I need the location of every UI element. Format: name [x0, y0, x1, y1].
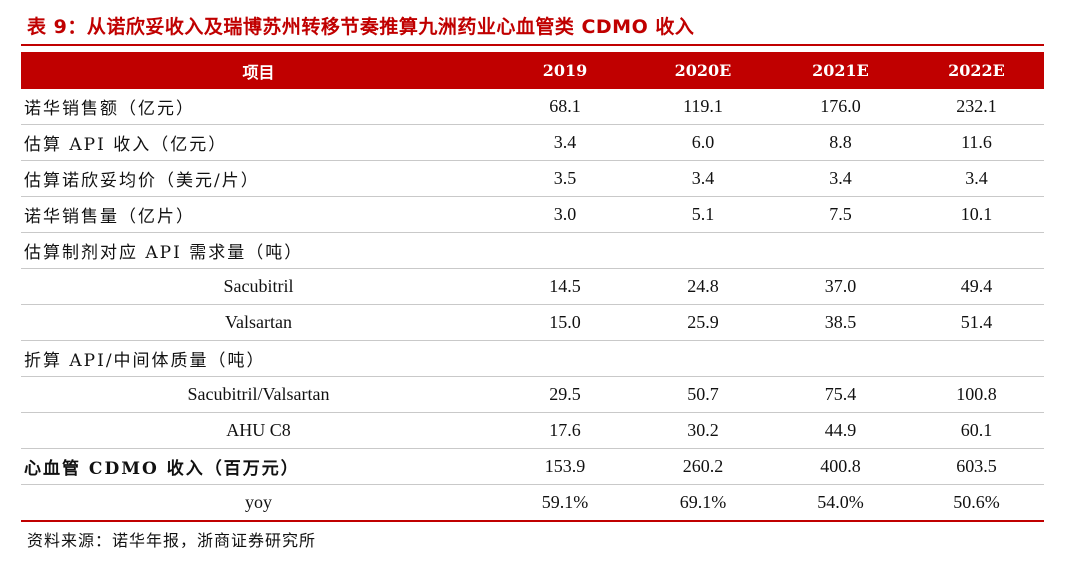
cell: 7.5 — [772, 196, 909, 233]
data-table: 项目 2019 2020E 2021E 2022E 诺华销售额（亿元） 68.1… — [21, 52, 1044, 522]
row-label: 估算制剂对应 API 需求量（吨） — [21, 232, 496, 269]
header-2021e: 2021E — [772, 52, 909, 89]
table-row: Sacubitril/Valsartan 29.5 50.7 75.4 100.… — [21, 376, 1044, 413]
table-row: AHU C8 17.6 30.2 44.9 60.1 — [21, 412, 1044, 449]
cell: 44.9 — [772, 412, 909, 449]
cell: 17.6 — [496, 412, 634, 449]
cell: 3.4 — [496, 124, 634, 161]
row-label: 诺华销售额（亿元） — [21, 89, 496, 125]
cell: 6.0 — [634, 124, 772, 161]
row-label: 估算 API 收入（亿元） — [21, 124, 496, 161]
cell: 60.1 — [909, 412, 1044, 449]
cell: 25.9 — [634, 304, 772, 341]
cell: 30.2 — [634, 412, 772, 449]
cell: 49.4 — [909, 268, 1044, 305]
row-label: Valsartan — [21, 304, 496, 341]
header-2020e: 2020E — [634, 52, 772, 89]
row-label: 折算 API/中间体质量（吨） — [21, 340, 496, 377]
table-header-row: 项目 2019 2020E 2021E 2022E — [21, 52, 1044, 89]
cell: 260.2 — [634, 448, 772, 485]
cell: 3.4 — [909, 160, 1044, 197]
cell — [772, 340, 909, 377]
cell: 75.4 — [772, 376, 909, 413]
cell — [634, 232, 772, 269]
row-label: Sacubitril/Valsartan — [21, 376, 496, 413]
cell: 3.5 — [496, 160, 634, 197]
cell: 50.6% — [909, 484, 1044, 522]
cell — [772, 232, 909, 269]
cell — [909, 340, 1044, 377]
cell: 10.1 — [909, 196, 1044, 233]
table-row: 估算制剂对应 API 需求量（吨） — [21, 232, 1044, 269]
table-row: Valsartan 15.0 25.9 38.5 51.4 — [21, 304, 1044, 341]
cell: 100.8 — [909, 376, 1044, 413]
cell: 15.0 — [496, 304, 634, 341]
cell: 603.5 — [909, 448, 1044, 485]
cell: 54.0% — [772, 484, 909, 522]
cell: 37.0 — [772, 268, 909, 305]
header-2022e: 2022E — [909, 52, 1044, 89]
table-row: 诺华销售额（亿元） 68.1 119.1 176.0 232.1 — [21, 89, 1044, 125]
cell — [496, 340, 634, 377]
cell: 24.8 — [634, 268, 772, 305]
cell: 29.5 — [496, 376, 634, 413]
header-2019: 2019 — [496, 52, 634, 89]
cell: 153.9 — [496, 448, 634, 485]
cell: 5.1 — [634, 196, 772, 233]
cell — [496, 232, 634, 269]
table-row: 诺华销售量（亿片） 3.0 5.1 7.5 10.1 — [21, 196, 1044, 233]
table-title: 表 9：从诺欣妥收入及瑞博苏州转移节奏推算九洲药业心血管类 CDMO 收入 — [27, 16, 695, 38]
cell: 3.4 — [634, 160, 772, 197]
row-label: AHU C8 — [21, 412, 496, 449]
cell: 50.7 — [634, 376, 772, 413]
cell: 51.4 — [909, 304, 1044, 341]
cell — [634, 340, 772, 377]
source-note: 资料来源：诺华年报，浙商证券研究所 — [27, 531, 317, 550]
cell: 8.8 — [772, 124, 909, 161]
row-label: yoy — [21, 484, 496, 522]
title-divider — [21, 44, 1044, 46]
table-row: yoy 59.1% 69.1% 54.0% 50.6% — [21, 484, 1044, 522]
cell: 232.1 — [909, 89, 1044, 125]
row-label: Sacubitril — [21, 268, 496, 305]
cell: 400.8 — [772, 448, 909, 485]
table-row: 心血管 CDMO 收入（百万元） 153.9 260.2 400.8 603.5 — [21, 448, 1044, 485]
cell: 38.5 — [772, 304, 909, 341]
row-label: 诺华销售量（亿片） — [21, 196, 496, 233]
row-label: 估算诺欣妥均价（美元/片） — [21, 160, 496, 197]
cell: 119.1 — [634, 89, 772, 125]
table-row: 折算 API/中间体质量（吨） — [21, 340, 1044, 377]
cell: 59.1% — [496, 484, 634, 522]
table-row: 估算 API 收入（亿元） 3.4 6.0 8.8 11.6 — [21, 124, 1044, 161]
header-item: 项目 — [21, 52, 496, 89]
cell: 68.1 — [496, 89, 634, 125]
row-label: 心血管 CDMO 收入（百万元） — [21, 448, 496, 485]
cell — [909, 232, 1044, 269]
table-row: Sacubitril 14.5 24.8 37.0 49.4 — [21, 268, 1044, 305]
cell: 3.0 — [496, 196, 634, 233]
cell: 11.6 — [909, 124, 1044, 161]
cell: 176.0 — [772, 89, 909, 125]
table-row: 估算诺欣妥均价（美元/片） 3.5 3.4 3.4 3.4 — [21, 160, 1044, 197]
cell: 69.1% — [634, 484, 772, 522]
cell: 3.4 — [772, 160, 909, 197]
cell: 14.5 — [496, 268, 634, 305]
